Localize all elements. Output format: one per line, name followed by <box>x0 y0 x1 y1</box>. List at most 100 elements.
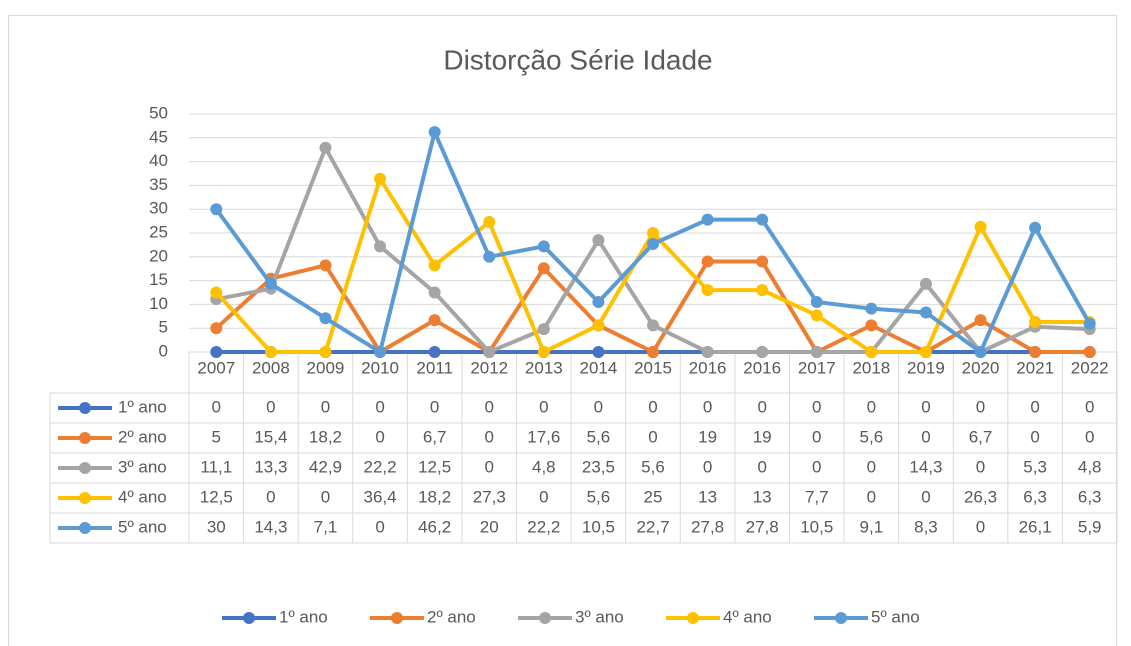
data-point <box>374 240 387 253</box>
data-point <box>756 284 769 297</box>
table-legend-key <box>79 522 91 534</box>
x-tick-label: 2016 <box>743 358 781 377</box>
y-tick-label: 35 <box>149 175 168 194</box>
table-value: 23,5 <box>582 457 615 476</box>
data-point <box>537 346 550 358</box>
data-point <box>974 220 987 233</box>
table-value: 0 <box>485 427 494 446</box>
y-tick-label: 20 <box>149 246 168 265</box>
data-point <box>428 314 441 327</box>
y-tick-label: 40 <box>149 151 168 170</box>
table-value: 0 <box>757 457 766 476</box>
x-tick-label: 2011 <box>416 358 453 377</box>
table-value: 12,5 <box>418 457 451 476</box>
data-point <box>210 286 223 299</box>
table-value: 6,3 <box>1078 487 1102 506</box>
table-value: 0 <box>867 457 876 476</box>
data-point <box>319 312 332 325</box>
chart-border <box>8 15 1117 646</box>
table-value: 19 <box>698 427 717 446</box>
data-point <box>919 277 932 290</box>
table-value: 5,6 <box>587 487 611 506</box>
data-point <box>701 346 714 358</box>
data-point <box>428 259 441 272</box>
y-tick-label: 15 <box>149 270 168 289</box>
table-value: 22,2 <box>364 457 397 476</box>
table-value: 10,5 <box>800 517 833 536</box>
table-value: 46,2 <box>418 517 451 536</box>
table-value: 0 <box>212 397 221 416</box>
y-tick-label: 30 <box>149 199 168 218</box>
data-point <box>537 323 550 336</box>
data-point <box>428 126 441 139</box>
y-tick-label: 45 <box>149 127 168 146</box>
y-tick-label: 50 <box>149 103 168 122</box>
table-legend-label: 1º ano <box>118 397 167 416</box>
table-value: 10,5 <box>582 517 615 536</box>
legend-label: 2º ano <box>427 607 476 626</box>
legend-key <box>687 612 699 624</box>
table-value: 0 <box>976 517 985 536</box>
data-point <box>1083 317 1096 330</box>
data-point <box>210 203 223 216</box>
table-value: 7,7 <box>805 487 829 506</box>
data-point <box>1029 316 1042 329</box>
table-value: 5 <box>212 427 221 446</box>
data-point <box>865 302 878 315</box>
data-point <box>210 346 223 358</box>
legend-label: 3º ano <box>575 607 624 626</box>
table-value: 0 <box>1030 397 1039 416</box>
x-tick-label: 2019 <box>907 358 945 377</box>
table-value: 7,1 <box>314 517 338 536</box>
table-value: 12,5 <box>200 487 233 506</box>
table-value: 0 <box>757 397 766 416</box>
table-value: 5,9 <box>1078 517 1102 536</box>
table-value: 0 <box>921 487 930 506</box>
data-point <box>1029 221 1042 234</box>
y-tick-label: 0 <box>159 341 168 360</box>
table-value: 0 <box>321 487 330 506</box>
table-value: 0 <box>266 397 275 416</box>
table-value: 0 <box>703 457 712 476</box>
table-value: 0 <box>1085 397 1094 416</box>
data-point <box>319 346 332 358</box>
data-point <box>865 319 878 332</box>
data-point <box>592 296 605 309</box>
x-tick-label: 2015 <box>634 358 672 377</box>
table-legend-label: 3º ano <box>118 457 167 476</box>
data-point <box>483 250 496 263</box>
data-point <box>264 346 277 358</box>
legend-label: 5º ano <box>871 607 920 626</box>
table-value: 17,6 <box>527 427 560 446</box>
table-legend-key <box>79 462 91 474</box>
table-value: 0 <box>648 397 657 416</box>
table-value: 18,2 <box>418 487 451 506</box>
table-value: 18,2 <box>309 427 342 446</box>
table-value: 22,2 <box>527 517 560 536</box>
data-point <box>592 346 605 358</box>
table-value: 19 <box>753 427 772 446</box>
data-point <box>647 227 659 239</box>
table-value: 0 <box>812 397 821 416</box>
data-point <box>865 346 878 358</box>
table-value: 27,3 <box>473 487 506 506</box>
table-value: 4,8 <box>532 457 556 476</box>
table-legend-key <box>79 432 91 444</box>
data-point <box>756 255 769 268</box>
table-value: 6,3 <box>1023 487 1047 506</box>
x-tick-label: 2014 <box>579 358 617 377</box>
data-point <box>264 277 277 290</box>
data-point <box>428 286 441 299</box>
table-value: 0 <box>1085 427 1094 446</box>
table-value: 14,3 <box>909 457 942 476</box>
table-value: 26,3 <box>964 487 997 506</box>
table-legend-key <box>79 492 91 504</box>
table-value: 0 <box>539 397 548 416</box>
data-point <box>537 240 550 253</box>
data-point <box>974 314 987 327</box>
table-value: 0 <box>539 487 548 506</box>
table-value: 0 <box>430 397 439 416</box>
legend-key <box>391 612 403 624</box>
data-point <box>319 141 332 154</box>
